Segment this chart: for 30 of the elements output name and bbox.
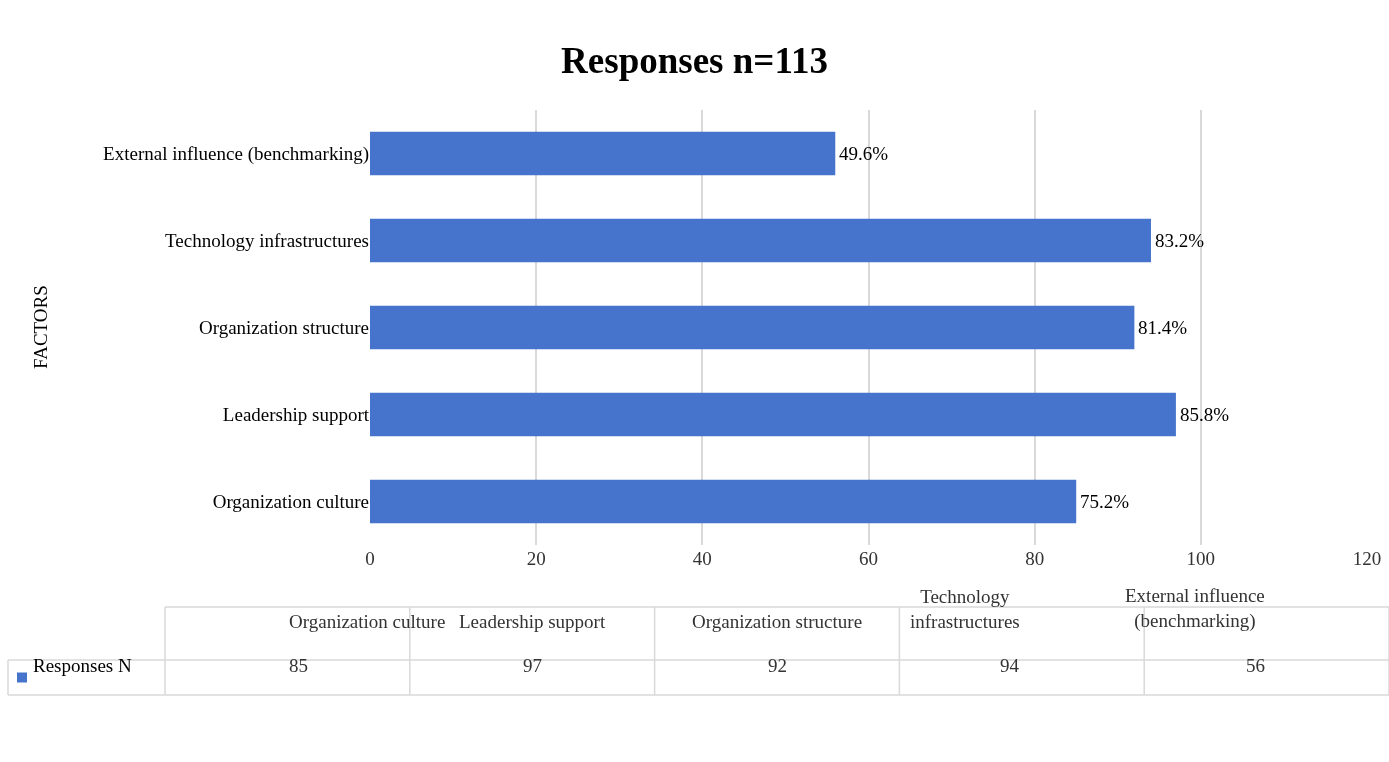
y-tick-label: Technology infrastructures [165,230,369,252]
x-tick-label: 100 [1186,548,1216,569]
y-tick-label: Leadership support [222,404,370,426]
x-tick-label: 60 [859,548,878,569]
chart-title: Responses n=113 [561,39,828,81]
legend-label: Responses N [33,655,132,676]
category-label: Technology infrastructures [910,586,1020,632]
text: 92 [768,655,787,676]
annotation: 75.2% [1080,491,1130,512]
category-label: Leadership support [459,611,606,632]
text: 56 [1246,655,1265,676]
y-tick-label: External influence (benchmarking) [103,143,369,166]
category-label: Organization culture [289,611,446,632]
y-tick-label: Organization culture [212,491,369,513]
annotation: 85.8% [1180,404,1230,425]
x-tick-label: 0 [365,548,375,569]
text: 97 [523,655,542,676]
x-tick-label: 40 [692,548,712,569]
category-label: Organization structure [692,611,863,632]
text: 94 [1000,655,1020,676]
text: 85 [289,655,308,676]
category-label: External influence (benchmarking) [1125,585,1265,631]
y-axis-title: FACTORS [30,285,51,369]
y-tick-label: Organization structure [198,317,369,339]
annotation: 49.6% [839,143,889,164]
x-tick-label: 20 [526,548,546,569]
annotation: 83.2% [1155,230,1205,251]
annotation: 81.4% [1138,317,1188,338]
x-tick-label: 120 [1352,548,1382,569]
x-tick-label: 80 [1025,548,1045,569]
